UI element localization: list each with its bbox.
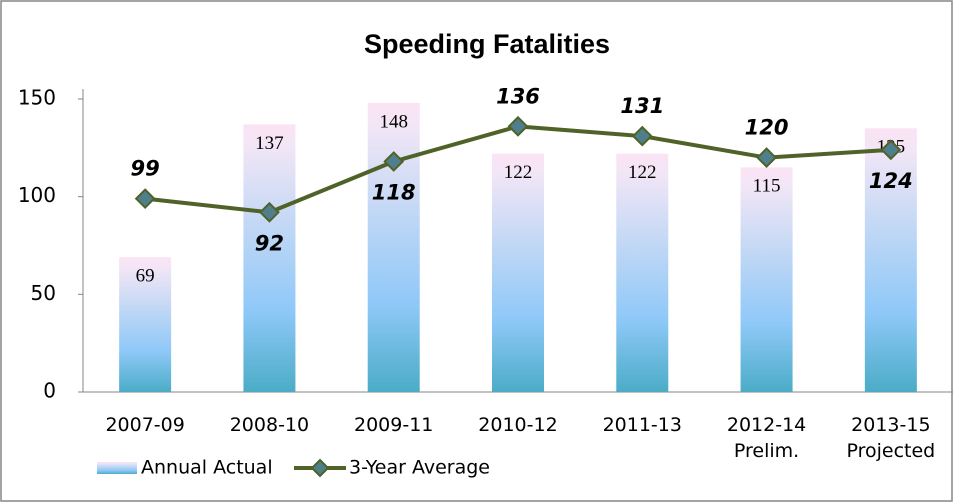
x-tick-label: 2013-15 Projected (846, 414, 936, 462)
bar-value-label: 148 (379, 111, 408, 132)
x-tick-label: 2010-12 (478, 414, 558, 436)
marker (259, 201, 280, 223)
bar-value-label: 137 (255, 133, 284, 154)
y-tick-label: 0 (43, 379, 56, 403)
chart-title: Speeding Fatalities (364, 29, 610, 59)
bar (616, 153, 669, 392)
line-value-label: 118 (372, 181, 416, 205)
x-tick-label: 2007-09 (105, 414, 185, 436)
marker (507, 115, 529, 137)
marker (631, 125, 653, 147)
legend-swatch (97, 462, 137, 474)
marker (383, 151, 405, 172)
marker (134, 188, 156, 210)
bar-value-label: 115 (753, 176, 781, 197)
line-value-label: 99 (131, 157, 160, 181)
bar (367, 102, 420, 392)
bar-value-label: 69 (136, 266, 155, 287)
line-value-label: 131 (620, 94, 664, 118)
bar (119, 257, 172, 392)
legend-label: Annual Actual (141, 457, 273, 479)
line-value-label: 120 (745, 116, 789, 140)
y-tick-label: 150 (18, 86, 56, 110)
legend-label: 3-Year Average (349, 457, 490, 479)
line-value-label: 124 (869, 169, 913, 193)
line-value-label: 92 (255, 231, 284, 255)
x-tick-label: 2011-13 (602, 414, 682, 436)
marker (880, 139, 902, 161)
bar (492, 153, 544, 392)
bar-value-label: 122 (628, 162, 657, 183)
bar (864, 128, 917, 393)
x-tick-label: 2008-10 (229, 414, 310, 436)
bar (740, 167, 793, 392)
bar (243, 124, 296, 392)
line-value-label: 136 (496, 84, 540, 108)
bar-value-label: 122 (504, 162, 533, 183)
x-tick-label: 2009-11 (354, 414, 434, 436)
y-tick-label: 50 (31, 281, 56, 305)
marker (756, 147, 777, 169)
legend-marker (310, 458, 330, 478)
y-tick-label: 100 (18, 183, 56, 207)
x-tick-label: 2012-14 Prelim. (726, 414, 807, 462)
